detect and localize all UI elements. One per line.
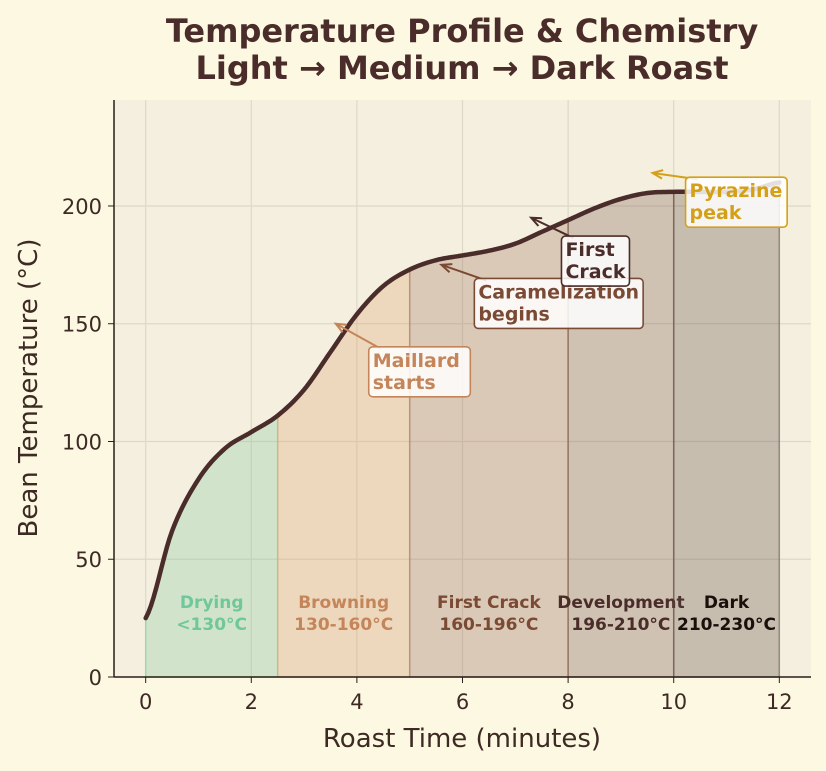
chart-title: Temperature Profile & Chemistry <box>166 12 759 50</box>
annotation-arrow <box>335 322 382 350</box>
x-tick-label: 10 <box>660 690 687 714</box>
phase-label-name: Dark <box>704 593 750 613</box>
phase-label-range: 160-196°C <box>439 615 538 635</box>
phase-label-name: Development <box>557 593 684 613</box>
annotation-box <box>560 235 631 287</box>
phase-label-range: <130°C <box>176 615 247 635</box>
y-tick-label: 200 <box>62 195 102 219</box>
x-axis-label: Roast Time (minutes) <box>323 724 601 754</box>
annotation-text: First <box>565 239 614 261</box>
x-tick-label: 2 <box>245 690 258 714</box>
phase-label-name: Browning <box>298 593 389 613</box>
phase-label-name: First Crack <box>437 593 541 613</box>
annotation-box <box>684 176 788 229</box>
annotation-text: Caramelization <box>478 281 639 303</box>
annotation-text: starts <box>373 372 436 394</box>
annotation-text: Pyrazine <box>690 180 783 202</box>
annotation-arrow <box>530 216 574 239</box>
arrowhead-icon <box>438 263 453 273</box>
chart-subtitle: Light → Medium → Dark Roast <box>196 49 729 87</box>
y-tick-label: 50 <box>75 548 102 572</box>
y-tick-label: 150 <box>62 313 102 337</box>
y-tick-label: 100 <box>62 430 102 454</box>
annotation-box <box>473 277 644 330</box>
arrowhead-icon <box>528 216 543 227</box>
annotation-text: Crack <box>565 261 625 283</box>
x-tick-label: 12 <box>766 690 793 714</box>
temperature-curve <box>143 180 782 621</box>
annotation-text: peak <box>690 202 742 224</box>
x-tick-label: 8 <box>561 690 574 714</box>
y-tick-label: 0 <box>89 666 102 690</box>
x-tick-label: 0 <box>139 690 152 714</box>
phase-label-name: Drying <box>180 593 244 613</box>
annotation-text: Maillard <box>373 350 460 372</box>
arrowhead-icon <box>333 322 347 334</box>
y-axis-label: Bean Temperature (°C) <box>14 239 44 538</box>
phase-label-range: 196-210°C <box>571 615 670 635</box>
x-tick-label: 4 <box>350 690 363 714</box>
phase-label-range: 210-230°C <box>677 615 776 635</box>
annotation-box <box>367 345 472 398</box>
arrowhead-icon <box>650 169 664 180</box>
annotation-text: begins <box>478 303 549 325</box>
phase-label-range: 130-160°C <box>294 615 393 635</box>
x-tick-label: 6 <box>456 690 469 714</box>
